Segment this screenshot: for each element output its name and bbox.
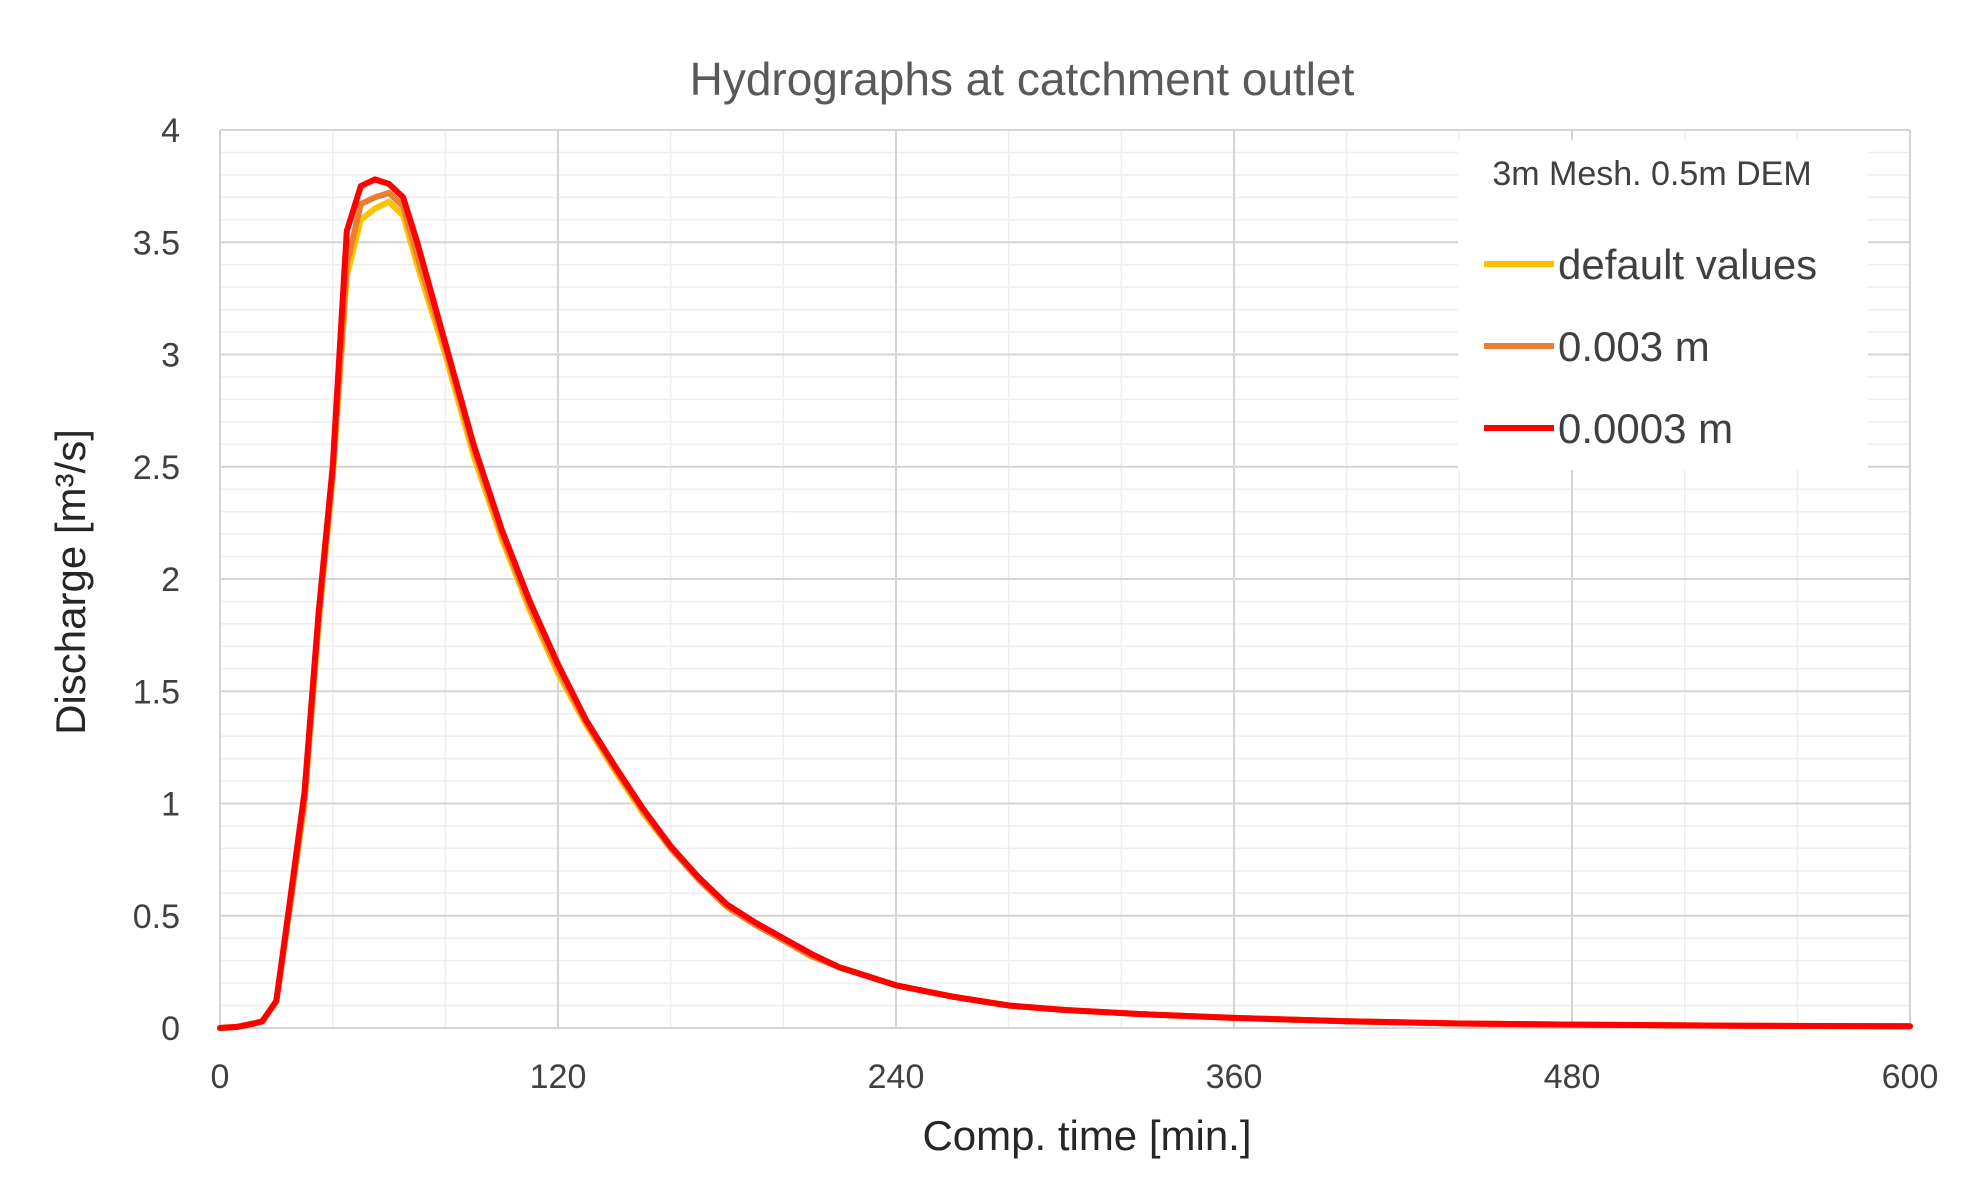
y-tick-label: 4 — [161, 112, 180, 150]
legend-box — [1458, 140, 1868, 470]
y-tick-label: 3.5 — [133, 224, 180, 262]
y-tick-label: 2.5 — [133, 449, 180, 487]
legend-title: 3m Mesh. 0.5m DEM — [1492, 155, 1811, 193]
y-tick-label: 1.5 — [133, 673, 180, 711]
legend-label-3: 0.0003 m — [1558, 405, 1733, 452]
y-tick-label: 3 — [161, 337, 180, 375]
y-tick-label: 1 — [161, 786, 180, 824]
y-tick-label: 0 — [161, 1010, 180, 1048]
x-tick-labels: 0 120 240 360 480 600 — [211, 1058, 1939, 1096]
legend: 3m Mesh. 0.5m DEM default values 0.003 m 0… — [1458, 140, 1868, 470]
x-tick-label: 0 — [211, 1058, 230, 1096]
y-tick-labels: 0 0.5 1 1.5 2 2.5 3 3.5 4 — [133, 112, 180, 1048]
x-tick-label: 600 — [1882, 1058, 1939, 1096]
y-tick-label: 2 — [161, 561, 180, 599]
legend-label-2: 0.003 m — [1558, 323, 1710, 370]
y-tick-label: 0.5 — [133, 898, 180, 936]
series-lines — [217, 176, 1913, 1031]
x-tick-label: 480 — [1544, 1058, 1601, 1096]
series-line-3 — [217, 176, 1913, 1031]
y-axis-label: Discharge [m³/s] — [47, 429, 94, 735]
x-axis-label: Comp. time [min.] — [922, 1112, 1251, 1159]
x-tick-label: 240 — [868, 1058, 925, 1096]
x-tick-label: 360 — [1206, 1058, 1263, 1096]
legend-items: default values 0.003 m 0.0003 m — [1484, 241, 1817, 452]
chart-title: Hydrographs at catchment outlet — [690, 53, 1355, 105]
major-gridlines — [219, 129, 1911, 1029]
x-tick-label: 120 — [530, 1058, 587, 1096]
legend-label-1: default values — [1558, 241, 1817, 288]
